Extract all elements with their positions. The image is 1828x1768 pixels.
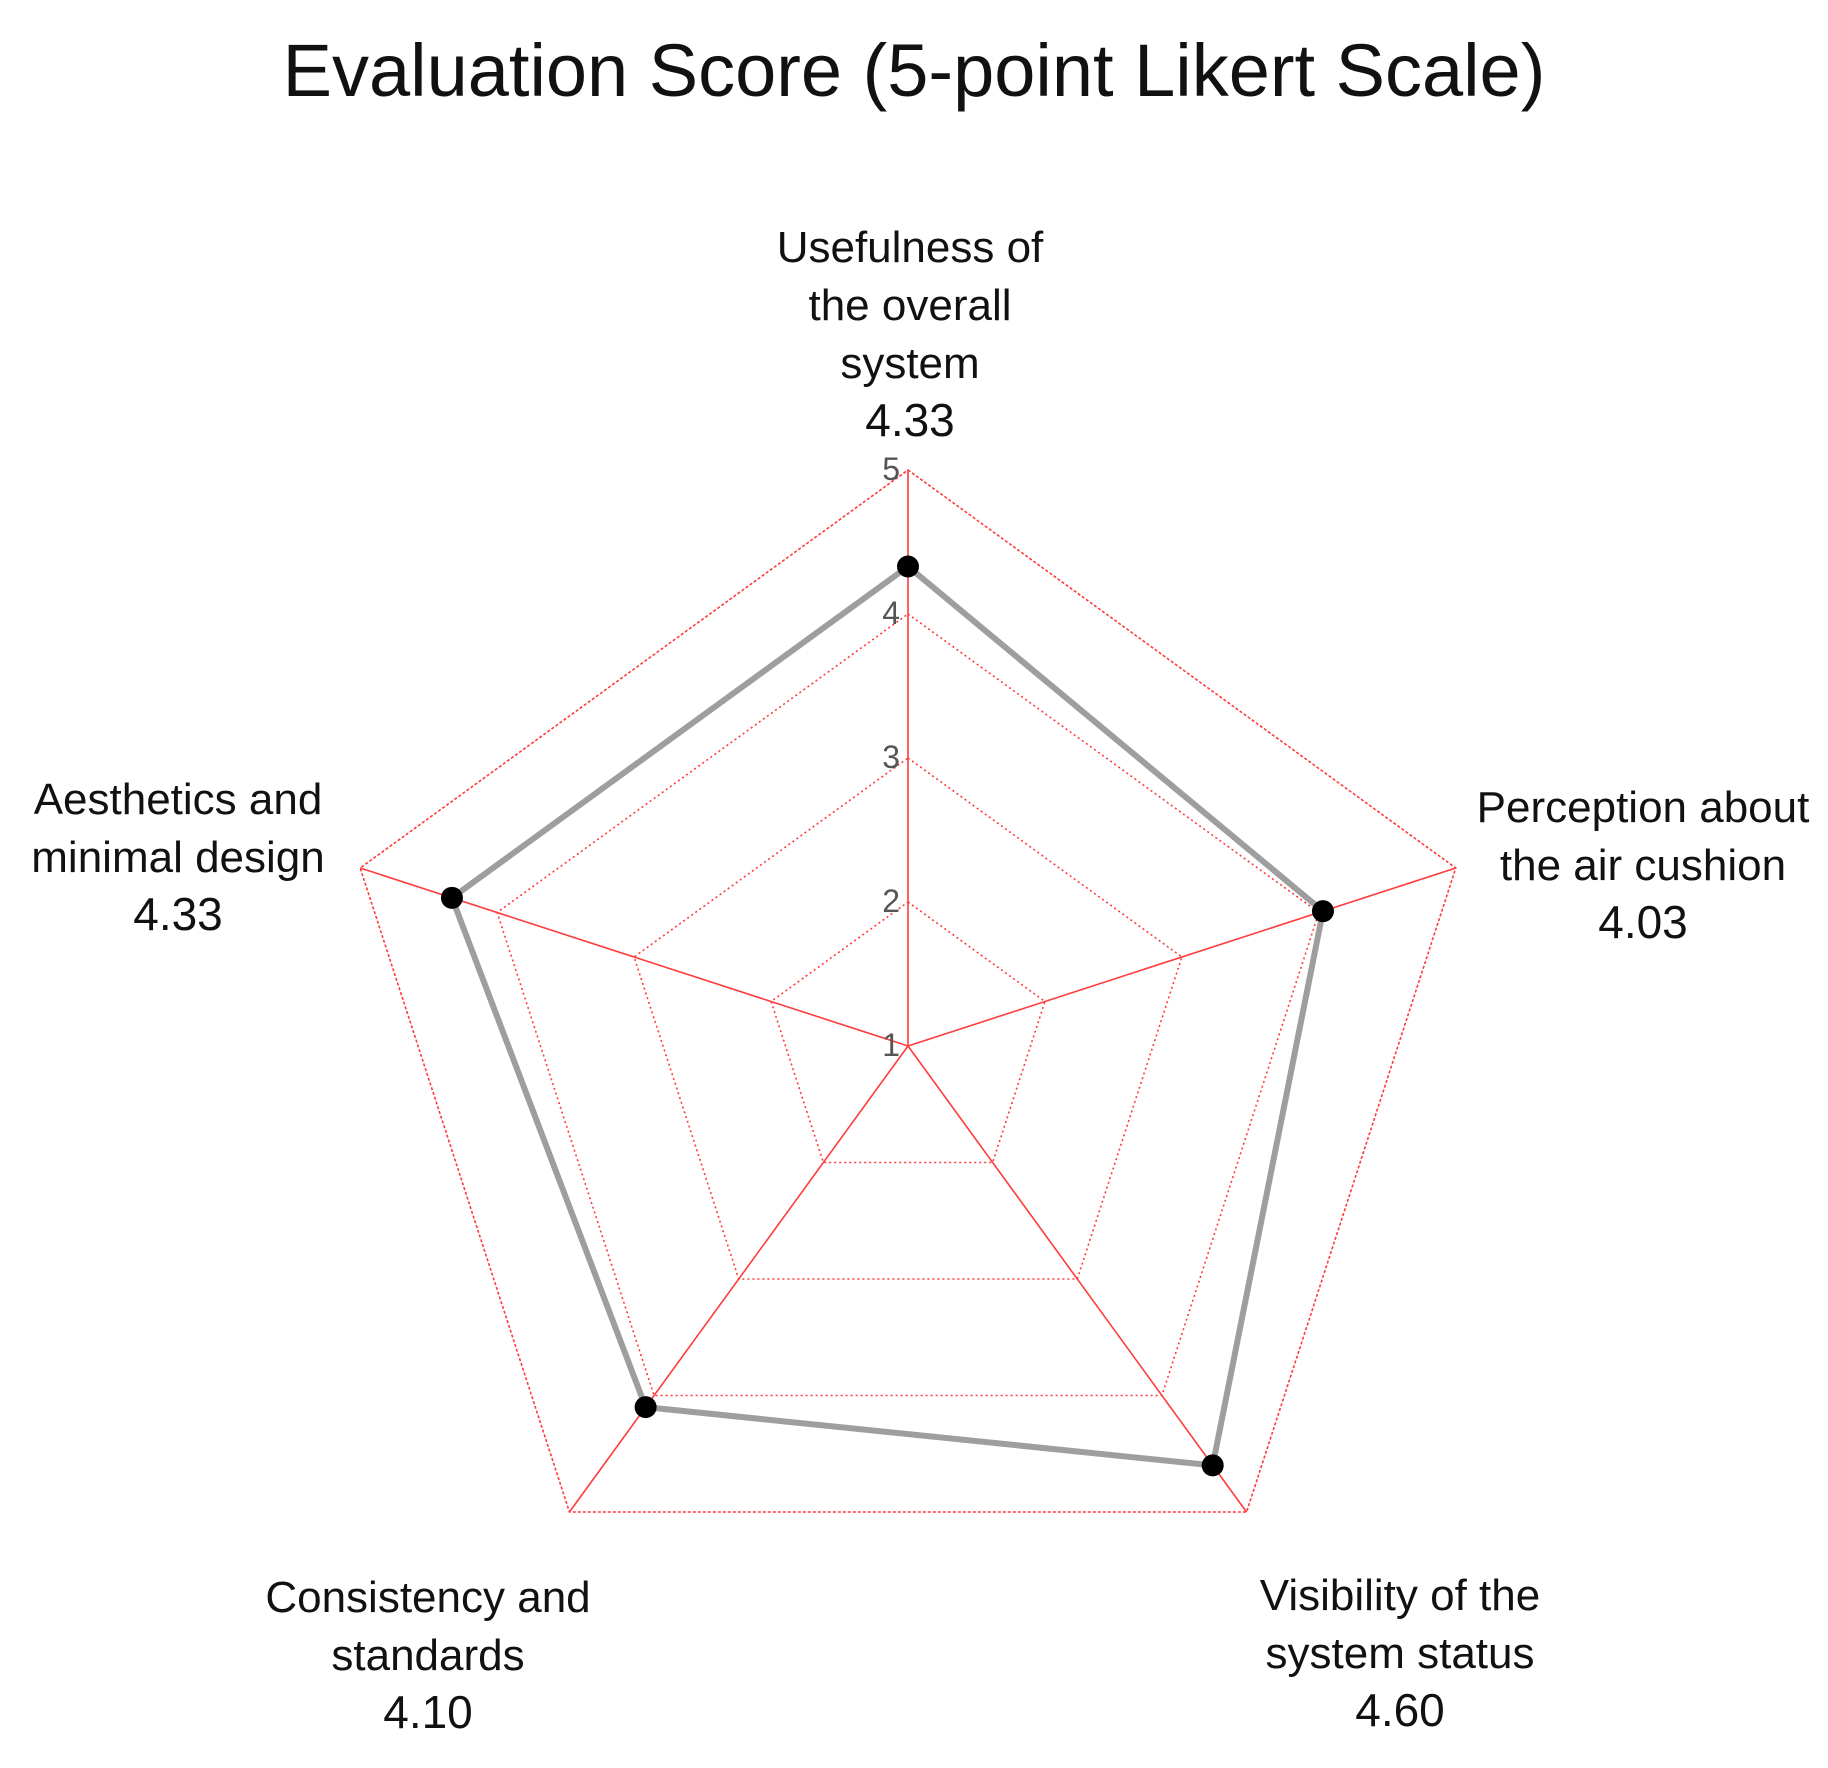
tick-label-2: 2: [882, 883, 900, 919]
axis-name-line: minimal design: [31, 833, 324, 882]
tick-label-3: 3: [882, 739, 900, 775]
axis-name-line: the air cushion: [1500, 841, 1786, 890]
axis-name-line: Perception about: [1477, 783, 1810, 832]
axis-spoke-4: [568, 1045, 909, 1513]
chart-title: Evaluation Score (5-point Likert Scale): [282, 29, 1546, 112]
axis-spoke-3: [907, 1045, 1248, 1513]
axis-labels: Usefulness of the overall system 4.33 Percep…: [31, 223, 1809, 1738]
data-point-2: [1311, 900, 1334, 923]
axis-name-line: system status: [1266, 1629, 1535, 1678]
series-line: [448, 563, 1326, 1469]
axis-value-label: 4.33: [865, 394, 955, 446]
tick-label-5: 5: [882, 451, 900, 487]
axis-name-line: the overall: [808, 281, 1011, 330]
axis-value-label: 4.10: [383, 1686, 473, 1738]
axis-value-label: 4.03: [1598, 896, 1688, 948]
axis-name-line: Visibility of the: [1260, 1571, 1540, 1620]
axis-spoke-2: [907, 867, 1457, 1047]
data-point-3: [1201, 1454, 1224, 1477]
axis-label-3: Visibility of the system status 4.60: [1260, 1571, 1540, 1736]
data-point-1: [897, 555, 919, 578]
series-layer: [440, 555, 1334, 1477]
grid-ring-2: [770, 901, 1046, 1164]
grid-ring-5: [359, 469, 1457, 1513]
axis-name-line: Consistency and: [265, 1573, 590, 1622]
axis-label-2: Perception about the air cushion 4.03: [1477, 783, 1810, 948]
axis-label-5: Aesthetics and minimal design 4.33: [31, 775, 324, 940]
axis-name-line: system: [840, 339, 979, 388]
axis-label-4: Consistency and standards 4.10: [265, 1573, 590, 1738]
data-point-5: [440, 886, 463, 909]
axis-label-1: Usefulness of the overall system 4.33: [777, 223, 1044, 446]
tick-label-4: 4: [882, 595, 900, 631]
grid-ring-4: [496, 613, 1320, 1397]
tick-labels: 1 2 3 4 5: [882, 451, 900, 1063]
grid-layer: [359, 469, 1457, 1513]
axis-value-label: 4.33: [133, 888, 223, 940]
axis-name-line: standards: [331, 1631, 524, 1680]
data-point-4: [634, 1396, 657, 1419]
grid-ring-3: [633, 757, 1183, 1280]
tick-label-1: 1: [882, 1027, 900, 1063]
axis-name-line: Aesthetics and: [34, 775, 323, 824]
axis-value-label: 4.60: [1355, 1684, 1445, 1736]
axis-name-line: Usefulness of: [777, 223, 1044, 272]
